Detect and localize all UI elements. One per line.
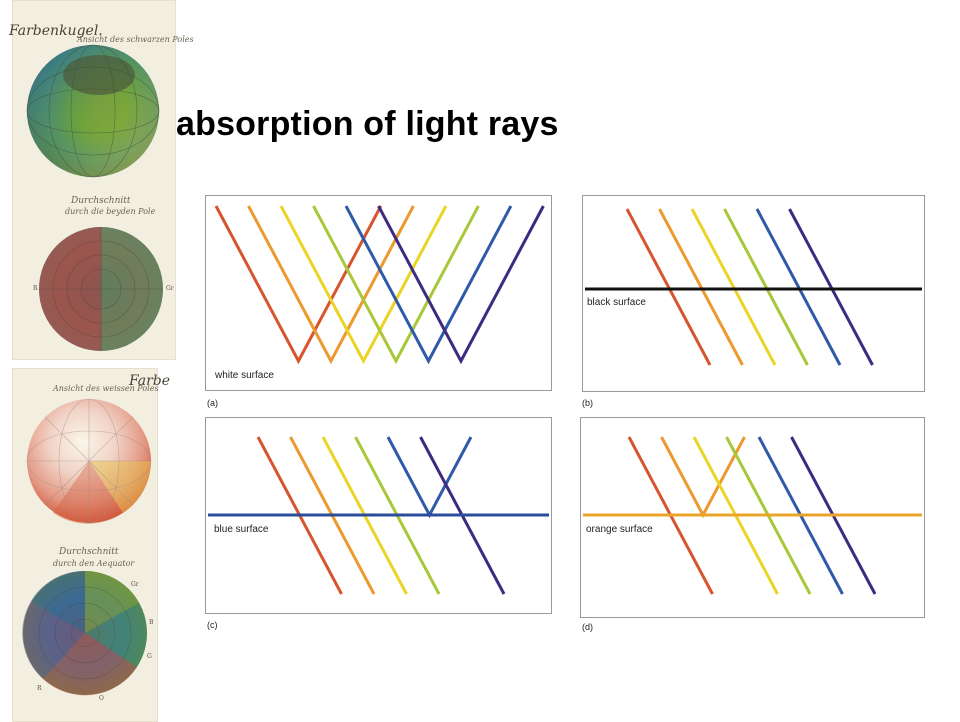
sphere-4-letter-0: Gr [131,581,139,588]
ray-violet-absorbed [788,208,874,366]
goethe-spheres-top [26,44,163,351]
panel-c-letter: (c) [207,620,218,630]
plate-bottom-title: Farbe [129,373,171,389]
panel-a: white surface [205,195,552,391]
panel-d-letter: (d) [582,622,593,632]
ray-blue-absorbed [755,208,842,366]
sphere-1-caption: Ansicht des schwarzen Poles [77,35,194,44]
ray-yellow-absorbed [690,208,777,366]
ray-yellow-reflected [279,205,448,365]
ray-orange-reflected [247,205,415,365]
sphere-2-caption-line1: Durchschnitt [71,196,131,206]
panel-a-surface-label: white surface [215,370,274,381]
panel-c: blue surface [205,417,552,614]
slide-title: absorption of light rays [176,105,559,143]
sphere-2-right-letter: Gr [166,285,174,292]
panel-b-rays [585,208,922,366]
sphere-2-caption-line2: durch die beyden Pole [65,207,156,216]
sphere-3-caption: Ansicht des weissen Poles [53,384,159,393]
ray-red-absorbed [625,208,712,366]
panel-d-surface-label: orange surface [586,524,653,535]
panel-d: orange surface [580,417,925,618]
sphere-4-letter-3: R [37,685,42,692]
sphere-4-caption-line1: Durchschnitt [59,547,119,557]
goethe-plate-bottom: Farbe Ansicht des weissen Poles Durchsch… [12,368,170,722]
panel-b-surface-label: black surface [587,297,646,308]
ray-yellowgreen-absorbed [723,208,809,366]
panel-c-surface-label: blue surface [214,524,269,535]
sphere-4-letter-2: G [147,653,152,660]
panel-b-letter: (b) [582,398,593,408]
panel-c-rays [208,436,549,595]
panel-b: black surface [582,195,925,392]
ray-red-reflected [214,205,383,365]
goethe-plate-top: Farbenkugel. Ansicht des schwarzen Poles… [9,0,194,360]
ray-blue-reflected [344,205,513,365]
panel-a-rays [214,205,545,365]
panel-d-rays [583,436,922,595]
ray-blue-reflected [386,436,473,519]
sphere-4-caption-line2: durch den Aequator [53,559,135,568]
sphere-2-left-letter: R [33,285,38,292]
panel-a-letter: (a) [207,398,218,408]
ray-violet-reflected [377,205,545,365]
goethe-spheres-bottom [22,398,152,696]
sphere-4-letter-1: B [149,619,154,626]
ray-yellowgreen-reflected [312,205,480,365]
ray-orange-absorbed [658,208,744,366]
plate-top-title: Farbenkugel. [9,23,103,39]
sphere-4-letter-4: O [99,695,104,702]
